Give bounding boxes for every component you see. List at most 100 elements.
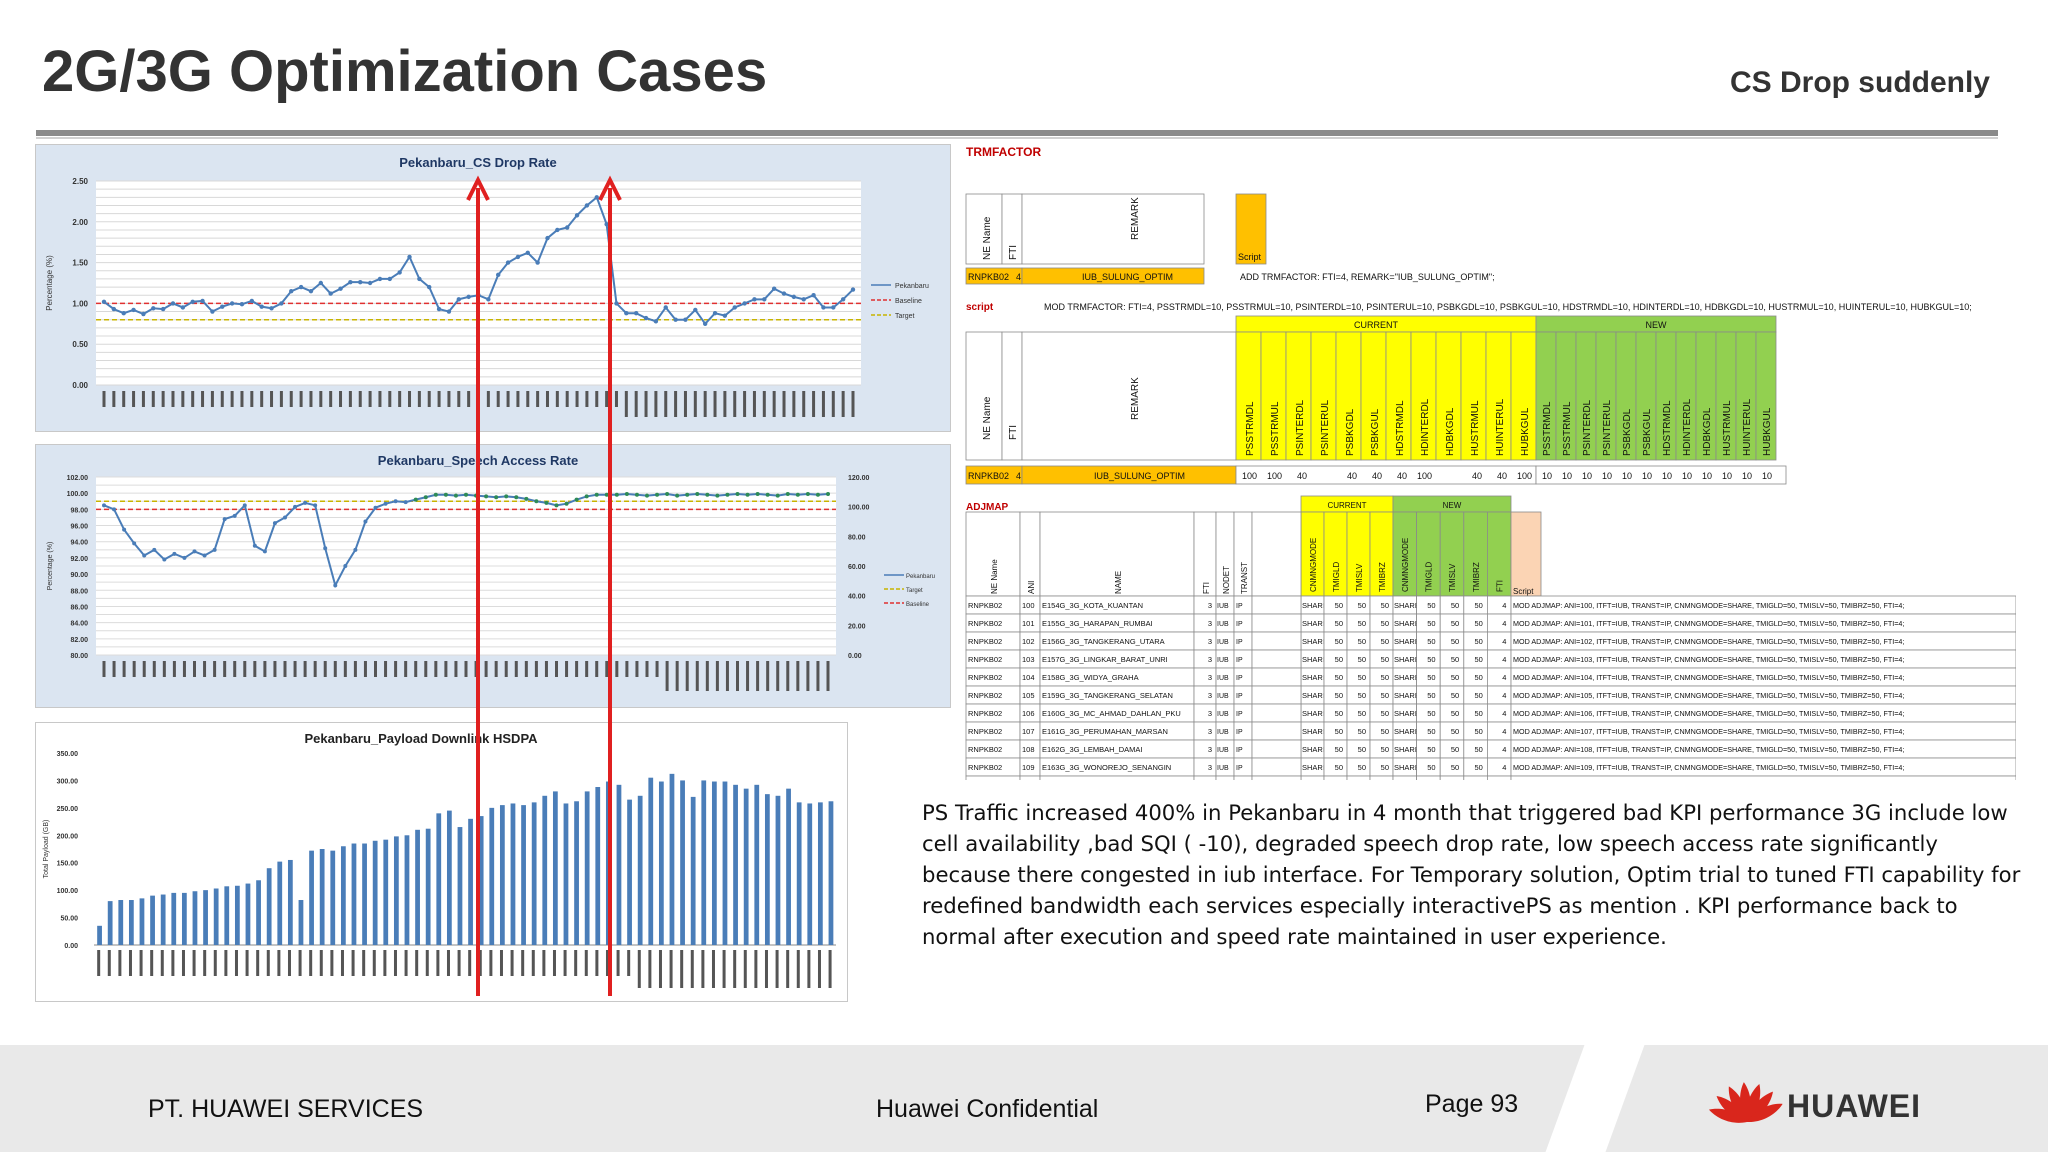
logo-petal (1747, 1103, 1783, 1123)
x-tick-label (245, 950, 249, 976)
table-text: IUB_SULUNG_OPTIM (1094, 471, 1185, 481)
data-point (151, 306, 156, 311)
table-text: MOD ADJMAP: ANI=100, ITFT=IUB, TRANST=IP… (1513, 601, 1904, 610)
x-tick-label (383, 950, 387, 976)
bar (277, 861, 283, 945)
x-tick-label (665, 661, 669, 691)
x-tick-label (624, 391, 628, 417)
table-text: 50 (1335, 709, 1343, 718)
legend-label: Baseline (895, 298, 922, 305)
table-cell (1535, 465, 1787, 485)
table-text: 50 (1381, 691, 1389, 700)
data-point (141, 311, 146, 317)
x-tick-label (648, 950, 652, 988)
table-text: IUB (1217, 639, 1229, 646)
data-point (289, 288, 294, 294)
bar (796, 802, 802, 945)
x-tick-label (210, 391, 214, 407)
table-header-text: PSINTERDL (1582, 399, 1593, 456)
data-point (423, 495, 428, 500)
x-tick-label (664, 391, 668, 417)
x-tick-label (266, 950, 270, 976)
y2-tick-label: 40.00 (848, 594, 866, 601)
x-tick-label (625, 661, 629, 677)
bar (330, 850, 336, 945)
table-cell (965, 775, 1021, 780)
x-tick-label (524, 661, 528, 677)
x-tick-label (234, 950, 238, 976)
table-cell (1251, 757, 1302, 777)
table-text: E162G_3G_LEMBAH_DAMAI (1042, 745, 1142, 754)
table-text: IUB (1217, 675, 1229, 682)
table-text: IUB_SULUNG_OPTIM (1082, 272, 1173, 282)
data-point (634, 492, 639, 497)
table-text: 50 (1335, 673, 1343, 682)
payload-chart: Pekanbaru_Payload Downlink HSDPA 350.00 30… (35, 722, 848, 1002)
table-text: 50 (1474, 601, 1482, 610)
data-point (229, 301, 235, 306)
x-tick-label (776, 661, 780, 691)
table-header-text: HUINTERUL (1495, 398, 1506, 456)
bar (733, 784, 738, 945)
data-point (765, 492, 770, 497)
x-tick-label (614, 391, 618, 407)
page-subtitle: CS Drop suddenly (1729, 66, 1990, 99)
huawei-logo-text: HUAWEI (1787, 1088, 1921, 1124)
x-tick-label (772, 391, 776, 417)
data-point (403, 500, 408, 505)
y-tick-label: 102.00 (67, 475, 89, 482)
table-cell (1369, 775, 1394, 780)
data-point (242, 503, 247, 508)
table-text: IP (1236, 747, 1243, 754)
table-text: SHARE (1302, 601, 1328, 610)
data-point (343, 564, 348, 568)
y2-tick-label: 120.00 (848, 475, 870, 482)
bar (351, 843, 357, 945)
bar (542, 795, 548, 945)
table-text: NEW (1443, 501, 1462, 510)
data-point (353, 547, 358, 552)
x-tick-label (122, 661, 126, 677)
table-text: 50 (1358, 727, 1366, 736)
x-tick-label (851, 391, 855, 417)
x-tick-label (139, 950, 143, 976)
bar (213, 888, 219, 945)
data-point (655, 492, 660, 497)
x-tick-label (584, 950, 588, 976)
table-text: RNPKB02 (968, 763, 1002, 772)
table-text: 50 (1451, 763, 1459, 772)
table-text: SHARE (1394, 619, 1420, 628)
table-cell (1510, 331, 1537, 461)
bar (192, 891, 198, 945)
data-point (367, 280, 373, 286)
data-point (826, 491, 830, 496)
table-text: RNPKB02 (968, 745, 1002, 754)
table-text: SHARE (1394, 709, 1420, 718)
table-text: 50 (1451, 727, 1459, 736)
bar (160, 894, 166, 945)
table-cell (1487, 703, 1512, 723)
data-point (735, 491, 740, 496)
x-tick-label (464, 661, 468, 677)
bar (383, 839, 389, 945)
table-cell (1460, 331, 1487, 461)
x-tick-label (368, 391, 372, 407)
data-point (791, 294, 797, 300)
table-text: 50 (1358, 691, 1366, 700)
x-tick-label (752, 391, 756, 417)
table-text: 50 (1358, 763, 1366, 772)
data-point (172, 551, 177, 556)
x-tick-label (733, 950, 737, 988)
speech-access-chart: 102.00 100.00 98.00 96.00 94.00 92.00 90.00 88.… (35, 444, 951, 708)
table-text: E159G_3G_TANGKERANG_SELATAN (1042, 691, 1173, 700)
x-tick-label (273, 661, 277, 677)
data-point (313, 503, 318, 508)
data-point (535, 260, 540, 265)
x-tick-label (680, 950, 684, 988)
table-text: 50 (1474, 619, 1482, 628)
huawei-logo-icon (1708, 1082, 1783, 1123)
table-text: 4 (1502, 691, 1506, 700)
y-tick-label: 82.00 (70, 637, 88, 644)
data-point (801, 297, 806, 302)
data-point (702, 321, 708, 326)
